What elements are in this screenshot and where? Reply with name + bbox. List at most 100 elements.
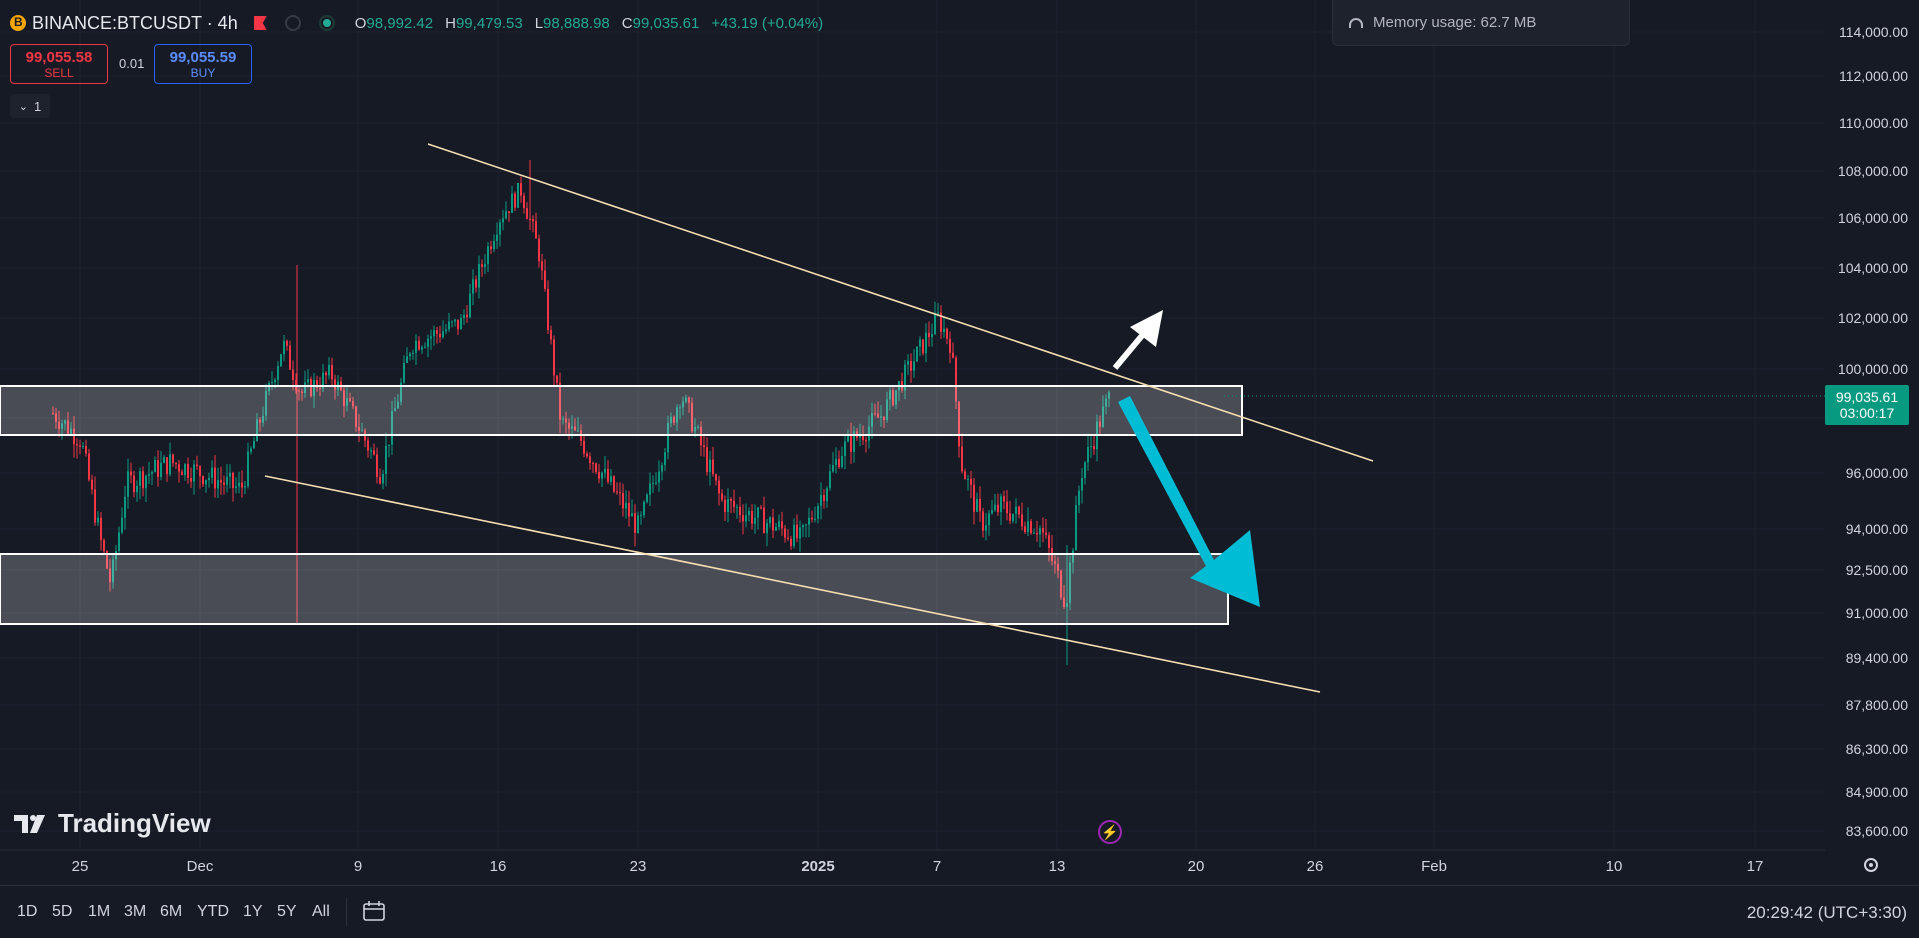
- candle-body: [118, 532, 120, 551]
- candle-body: [640, 515, 642, 517]
- candle-body: [211, 467, 213, 478]
- candle-body: [283, 340, 285, 355]
- memory-usage-panel: Memory usage: 62.7 MB: [1332, 0, 1630, 46]
- time-tick-label: 7: [933, 858, 941, 875]
- candle-body: [568, 422, 570, 429]
- price-tick-label: 87,800.00: [1846, 697, 1908, 713]
- candle-body: [184, 464, 186, 476]
- range-1m[interactable]: 1M: [88, 903, 111, 920]
- candle-body: [787, 537, 789, 539]
- candle-body: [658, 471, 660, 483]
- candle-body: [445, 329, 447, 332]
- candle-body: [688, 397, 690, 403]
- candle-body: [280, 354, 282, 367]
- price-tick-label: 94,000.00: [1846, 521, 1908, 537]
- candle-body: [466, 314, 468, 318]
- tradingview-logo[interactable]: TradingView: [14, 808, 211, 839]
- candle-body: [139, 471, 141, 486]
- range-5y[interactable]: 5Y: [277, 903, 297, 920]
- candle-body: [325, 372, 327, 376]
- flag-icon[interactable]: [253, 16, 267, 30]
- time-tick-label: Dec: [187, 858, 214, 875]
- quantity-value[interactable]: 0.01: [119, 56, 145, 71]
- range-all[interactable]: All: [312, 903, 330, 920]
- support-zone[interactable]: [0, 553, 1229, 625]
- last-price-label: 99,035.61 03:00:17: [1825, 385, 1909, 425]
- candle-body: [799, 527, 801, 539]
- candle-body: [127, 471, 129, 497]
- candle-body: [55, 413, 57, 422]
- candle-body: [859, 435, 861, 438]
- bearish-arrow[interactable]: [1118, 396, 1260, 607]
- collapse-indicators-button[interactable]: ⌄ 1: [10, 94, 50, 118]
- clock[interactable]: 20:29:42 (UTC+3:30): [1746, 903, 1907, 922]
- candle-body: [1093, 445, 1095, 450]
- candle-body: [883, 416, 885, 421]
- candle-body: [1030, 521, 1032, 534]
- range-3m[interactable]: 3M: [124, 903, 147, 920]
- candle-body: [826, 488, 828, 502]
- candle-body: [319, 387, 321, 389]
- candle-body: [394, 408, 396, 412]
- candle-body: [88, 453, 90, 480]
- candle-body: [265, 391, 267, 416]
- range-1y[interactable]: 1Y: [243, 903, 263, 920]
- candle-body: [790, 538, 792, 547]
- chevron-down-icon: ⌄: [18, 100, 28, 113]
- resistance-zone[interactable]: [0, 385, 1243, 436]
- candle-body: [670, 416, 672, 424]
- candle-body: [778, 521, 780, 527]
- settings-gear-icon[interactable]: [1862, 856, 1880, 874]
- range-6m[interactable]: 6M: [160, 903, 183, 920]
- candle-body: [454, 319, 456, 322]
- candle-body: [1039, 528, 1041, 535]
- calendar-range-icon[interactable]: [362, 900, 386, 922]
- range-5d[interactable]: 5D: [52, 903, 73, 920]
- candle-body: [547, 288, 549, 331]
- bolt-icon[interactable]: ⚡: [1098, 820, 1122, 844]
- symbol-title[interactable]: BINANCE:BTCUSDT · 4h: [32, 12, 238, 33]
- candle-body: [685, 397, 687, 402]
- upper-trendline[interactable]: [427, 143, 1374, 462]
- candle-body: [1072, 550, 1074, 563]
- candle-body: [739, 506, 741, 516]
- time-tick-label: 20: [1188, 858, 1205, 875]
- candle-body: [415, 340, 417, 353]
- candle-body: [625, 502, 627, 509]
- candle-body: [226, 476, 228, 485]
- price-tick-label: 96,000.00: [1846, 465, 1908, 481]
- candle-body: [199, 466, 201, 477]
- market-status-icon[interactable]: [318, 15, 335, 31]
- candle-body: [913, 361, 915, 371]
- candle-body: [148, 473, 150, 476]
- candle-body: [934, 313, 936, 334]
- candle-body: [664, 452, 666, 466]
- range-ytd[interactable]: YTD: [197, 903, 229, 920]
- candle-body: [631, 513, 633, 517]
- candle-body: [79, 445, 81, 447]
- candle-body: [907, 360, 909, 365]
- price-chart[interactable]: 114,000.00 112,000.00 110,000.00 108,000.00…: [0, 0, 1919, 885]
- candle-body: [67, 420, 69, 434]
- ohlc-values: O98,992.42 H99,479.53 L98,888.98 C99,035…: [354, 14, 824, 32]
- sell-button[interactable]: 99,055.58 SELL: [10, 44, 108, 84]
- candle-body: [616, 491, 618, 493]
- candle-body: [526, 208, 528, 219]
- bullish-arrow[interactable]: [1112, 310, 1163, 370]
- lower-trendline[interactable]: [264, 475, 1321, 693]
- candle-body: [1024, 526, 1026, 533]
- candle-body: [766, 523, 768, 534]
- circle-icon[interactable]: [284, 15, 301, 31]
- candle-body: [316, 380, 318, 388]
- candle-body: [382, 474, 384, 484]
- candle-body: [433, 330, 435, 337]
- change-value: +43.19 (+0.04%): [711, 14, 824, 32]
- time-tick-label: 17: [1747, 858, 1764, 875]
- buy-button[interactable]: 99,055.59 BUY: [154, 44, 252, 84]
- range-1d[interactable]: 1D: [17, 903, 38, 920]
- candle-body: [745, 515, 747, 522]
- candle-body: [274, 379, 276, 383]
- candle-body: [1021, 514, 1023, 527]
- candle-body: [967, 478, 969, 480]
- candle-body: [259, 419, 261, 423]
